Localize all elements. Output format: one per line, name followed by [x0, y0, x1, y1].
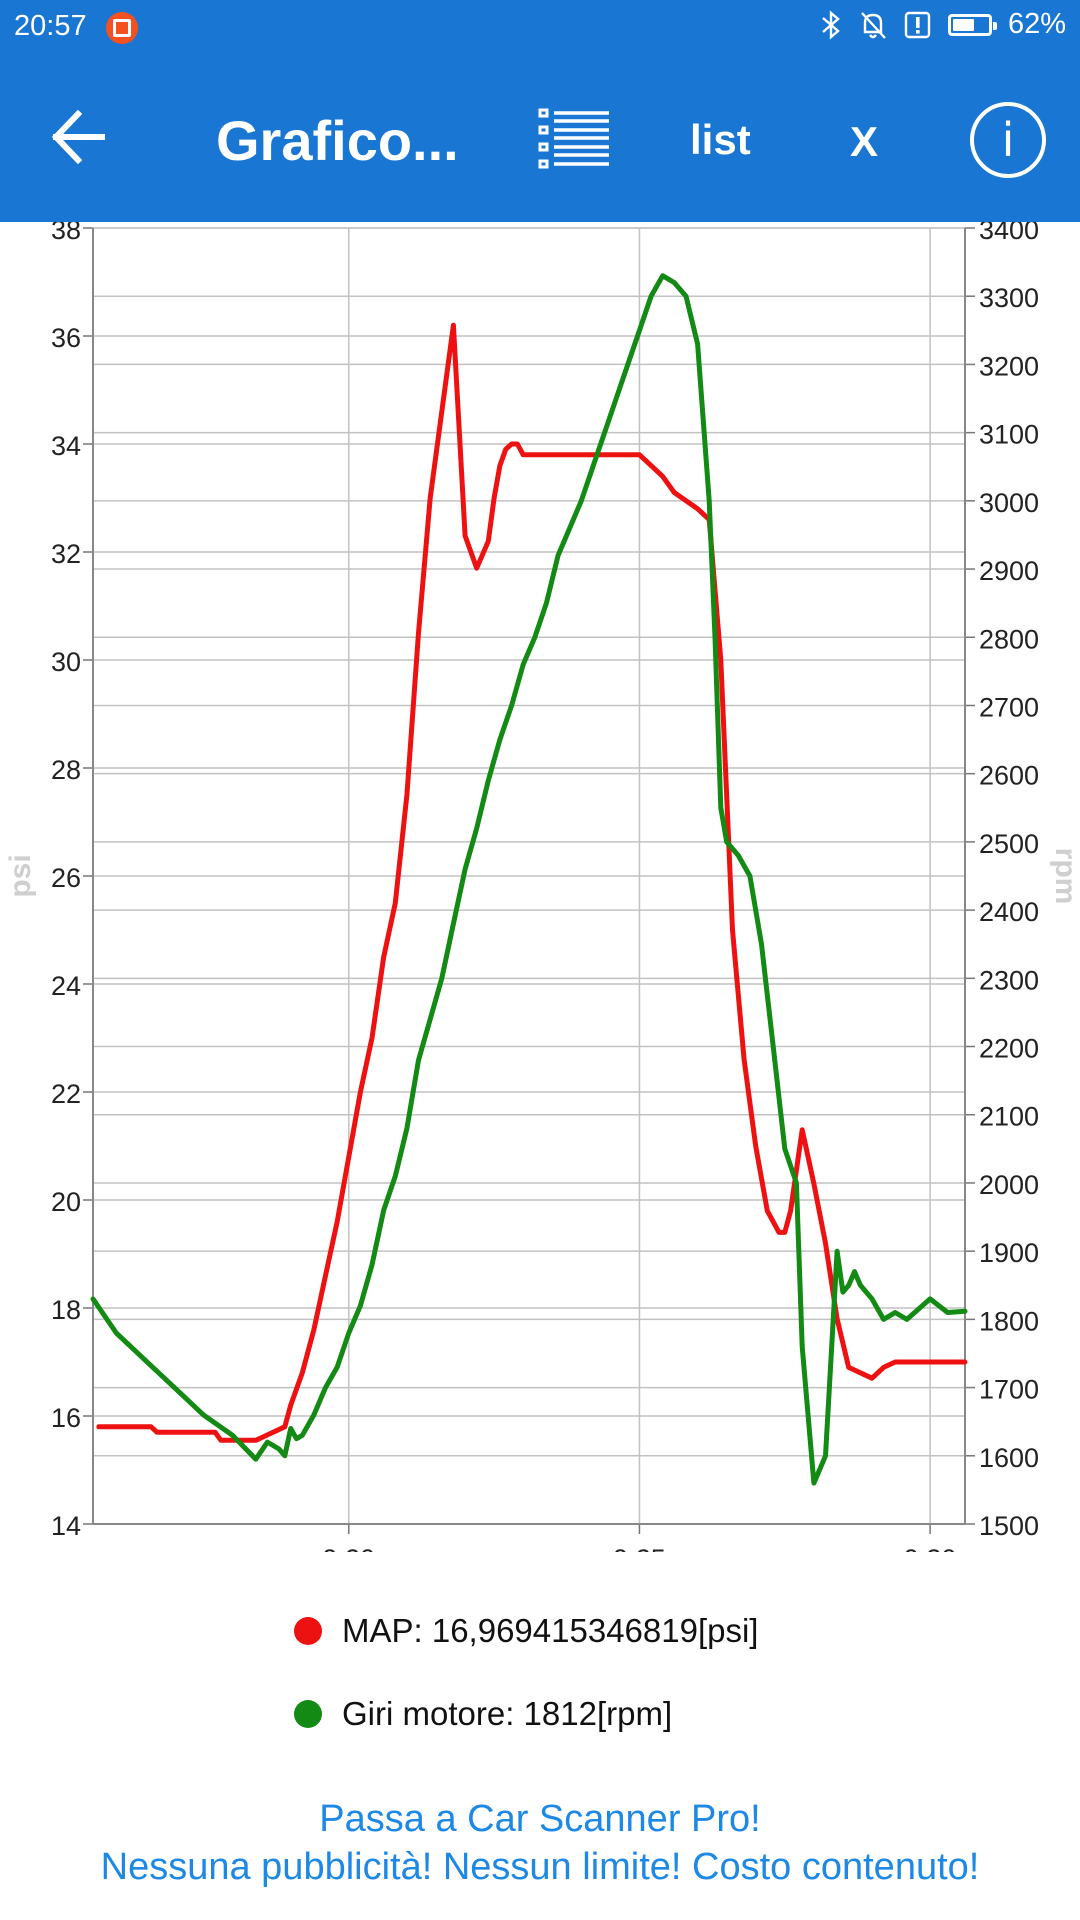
y-right-tick-label: 2400 — [979, 897, 1039, 927]
y-left-axis-title: psi — [4, 854, 37, 897]
x-tick-label: 9:30 — [904, 1544, 957, 1552]
y-right-axis-title: rpm — [1049, 848, 1080, 905]
status-icons: 62% — [820, 8, 1066, 41]
y-right-tick-label: 3200 — [979, 351, 1039, 381]
x-tick-label: 9:25 — [613, 1544, 666, 1552]
y-right-tick-label: 1900 — [979, 1238, 1039, 1268]
y-right-tick-label: 1800 — [979, 1306, 1039, 1336]
page-title: Grafico... — [216, 109, 459, 172]
list-button[interactable]: list — [690, 116, 751, 163]
y-right-tick-label: 3400 — [979, 222, 1039, 245]
y-left-tick-label: 14 — [51, 1511, 81, 1541]
y-left-tick-label: 30 — [51, 647, 81, 677]
screenshot-notification-icon — [106, 12, 138, 44]
y-left-tick-label: 32 — [51, 539, 81, 569]
app-toolbar: Grafico... list X i — [0, 56, 1080, 222]
y-right-tick-label: 2300 — [979, 965, 1039, 995]
promo-line-2[interactable]: Nessuna pubblicità! Nessun limite! Costo… — [100, 1846, 980, 1888]
checklist-icon[interactable] — [536, 106, 612, 170]
battery-icon — [947, 13, 997, 36]
y-right-tick-label: 2800 — [979, 624, 1039, 654]
legend-map: MAP: 16,969415346819[psi] — [294, 1612, 758, 1650]
status-bar: 20:57 62% — [0, 0, 1080, 56]
y-left-tick-label: 26 — [51, 863, 81, 893]
close-button[interactable]: X — [850, 118, 879, 165]
bell-muted-icon — [861, 11, 886, 39]
y-left-tick-label: 22 — [51, 1079, 81, 1109]
y-right-tick-label: 2000 — [979, 1170, 1039, 1200]
x-tick-label: 9:20 — [323, 1544, 376, 1552]
arrow-left-icon[interactable] — [44, 102, 114, 172]
legend-map-dot — [294, 1617, 322, 1645]
series-line-rpm — [90, 273, 968, 1486]
y-right-tick-label: 3000 — [979, 488, 1039, 518]
legend-map-label: MAP: 16,969415346819[psi] — [342, 1612, 759, 1649]
info-circle-icon[interactable]: i — [970, 102, 1046, 178]
y-right-tick-label: 3100 — [979, 420, 1039, 450]
y-right-tick-label: 2200 — [979, 1034, 1039, 1064]
y-left-tick-label: 20 — [51, 1187, 81, 1217]
y-right-tick-label: 2900 — [979, 556, 1039, 586]
y-left-tick-label: 34 — [51, 431, 81, 461]
legend-rpm-label: Giri motore: 1812[rpm] — [342, 1695, 673, 1732]
status-time: 20:57 — [14, 10, 87, 42]
y-left-tick-label: 16 — [51, 1403, 81, 1433]
y-right-tick-label: 3300 — [979, 283, 1039, 313]
y-right-tick-label: 1600 — [979, 1443, 1039, 1473]
alert-icon — [904, 11, 931, 38]
y-right-tick-label: 2700 — [979, 692, 1039, 722]
legend-rpm-dot — [294, 1700, 322, 1728]
y-left-tick-label: 18 — [51, 1295, 81, 1325]
y-left-tick-label: 38 — [51, 222, 81, 245]
y-right-tick-label: 2500 — [979, 829, 1039, 859]
y-right-tick-label: 1500 — [979, 1511, 1039, 1541]
y-left-tick-label: 36 — [51, 323, 81, 353]
battery-percent: 62% — [1007, 8, 1066, 40]
y-right-tick-label: 1700 — [979, 1375, 1039, 1405]
y-left-tick-label: 24 — [51, 971, 81, 1001]
y-left-tick-label: 28 — [51, 755, 81, 785]
bluetooth-icon — [822, 9, 840, 40]
y-right-tick-label: 2100 — [979, 1102, 1039, 1132]
y-right-tick-label: 2600 — [979, 761, 1039, 791]
line-chart: 14 16 18 20 22 24 26 28 30 32 34 36 38 1500 1600 1700 18… — [4, 222, 1080, 1552]
promo-line-1[interactable]: Passa a Car Scanner Pro! — [319, 1798, 761, 1840]
series-line-map — [96, 322, 968, 1443]
legend-rpm: Giri motore: 1812[rpm] — [294, 1695, 672, 1733]
